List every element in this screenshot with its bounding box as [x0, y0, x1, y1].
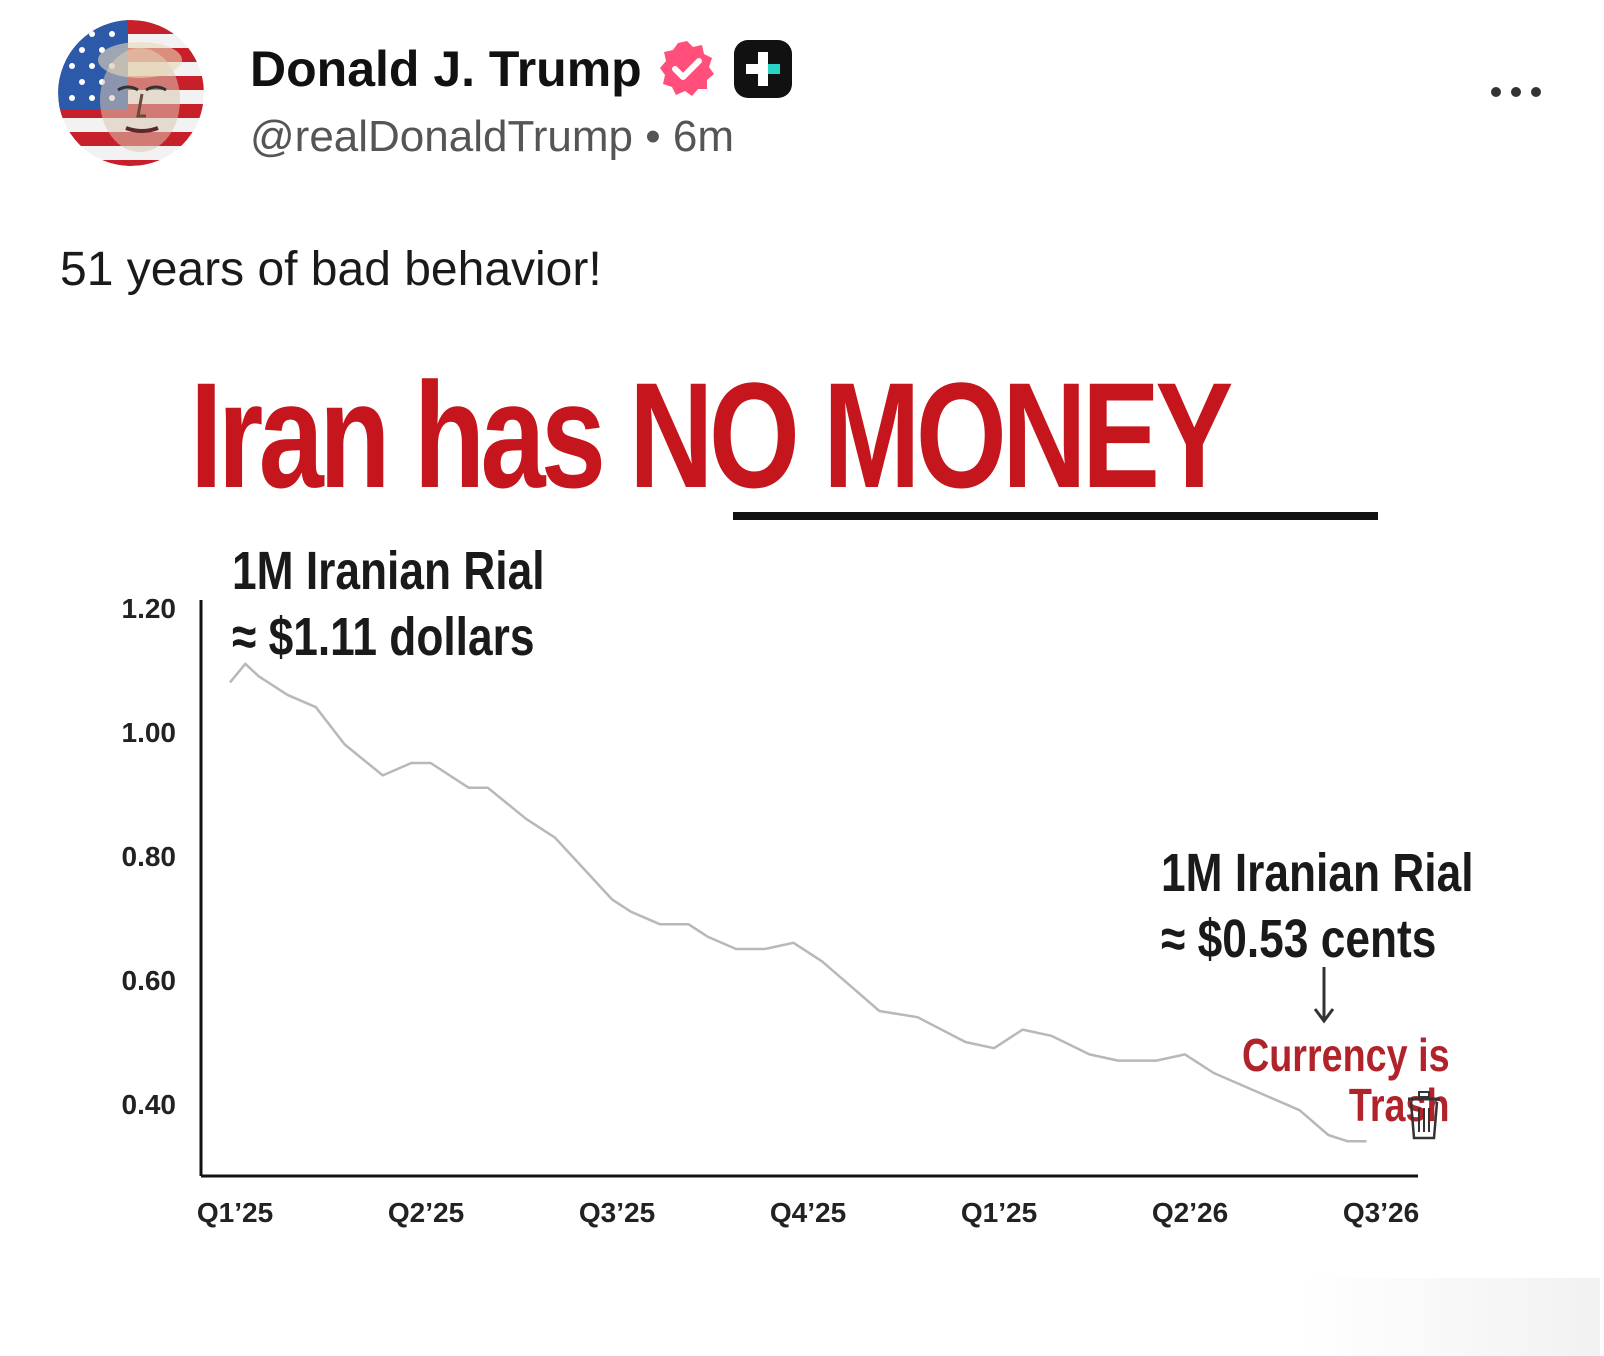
infographic-headline: Iran has NO MONEY: [190, 360, 1233, 510]
post-text: 51 years of bad behavior!: [60, 243, 602, 296]
down-arrow-icon: [1313, 967, 1335, 1024]
end-callout-line2: ≈ $0.53 cents: [1161, 909, 1437, 969]
start-value-callout: 1M Iranian Rial ≈ $1.11 dollars: [232, 538, 545, 670]
handle-line: @realDonaldTrump • 6m: [250, 112, 734, 162]
y-tick-label: 0.80: [122, 841, 177, 872]
x-tick-label: Q3’25: [579, 1197, 655, 1228]
x-tick-label: Q2’25: [388, 1197, 464, 1228]
x-tick-label: Q4’25: [770, 1197, 846, 1228]
display-name[interactable]: Donald J. Trump: [250, 41, 642, 97]
user-handle[interactable]: @realDonaldTrump: [250, 112, 633, 161]
y-tick-label: 1.00: [122, 717, 177, 748]
x-tick-label: Q2’26: [1152, 1197, 1228, 1228]
end-value-callout: 1M Iranian Rial ≈ $0.53 cents: [1161, 840, 1474, 972]
start-callout-line1: 1M Iranian Rial: [232, 541, 545, 601]
x-tick-label: Q1’25: [197, 1197, 273, 1228]
headline-part1: Iran has: [190, 351, 630, 519]
headline-underline: [733, 512, 1378, 520]
truth-plus-icon: [733, 40, 792, 98]
end-callout-line1: 1M Iranian Rial: [1161, 843, 1474, 903]
x-tick-labels: Q1’25 Q2’25 Q3’25 Q4’25 Q1’25 Q2’26 Q3’26: [197, 1197, 1419, 1228]
y-tick-label: 0.60: [122, 965, 177, 996]
x-tick-label: Q3’26: [1343, 1197, 1419, 1228]
start-callout-line2: ≈ $1.11 dollars: [232, 607, 535, 667]
corner-fade: [1300, 1278, 1600, 1356]
y-tick-label: 0.40: [122, 1089, 177, 1120]
trash-label-line1: Currency is: [1242, 1029, 1450, 1081]
avatar[interactable]: [58, 20, 204, 166]
more-options-icon[interactable]: [1486, 80, 1546, 104]
x-tick-label: Q1’25: [961, 1197, 1037, 1228]
verified-badge-icon: [659, 41, 714, 96]
headline-emphasis: NO MONEY: [629, 351, 1233, 519]
separator-dot: •: [645, 112, 661, 161]
avatar-flag-portrait: [58, 20, 204, 166]
y-tick-labels: 1.20 1.00 0.80 0.60 0.40: [122, 593, 177, 1120]
post-header-name-row: Donald J. Trump: [250, 38, 794, 100]
y-tick-label: 1.20: [122, 593, 177, 624]
post-time[interactable]: 6m: [672, 112, 734, 161]
trash-can-icon: [1408, 1091, 1440, 1140]
